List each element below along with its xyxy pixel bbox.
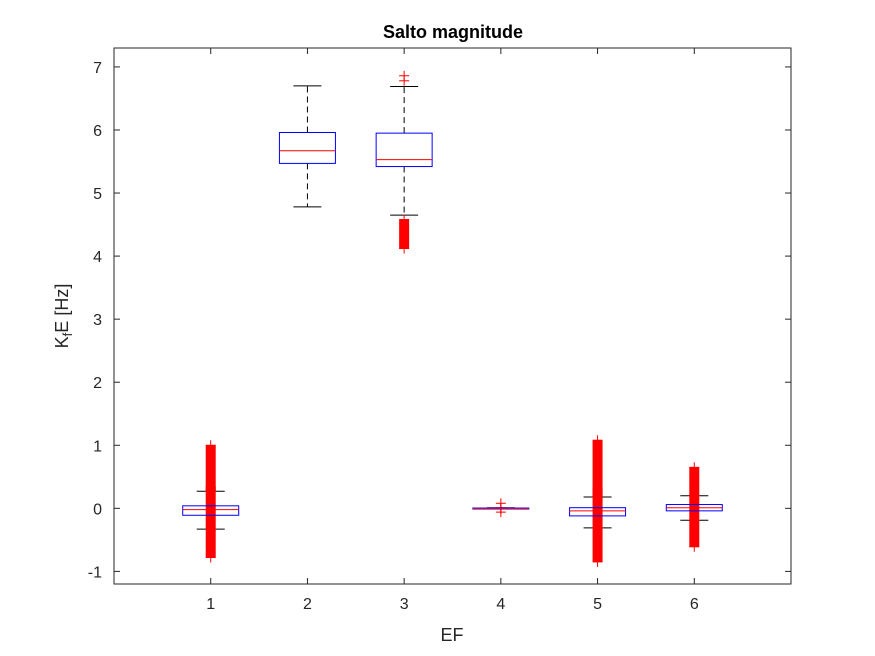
- y-tick-label: 2: [93, 375, 102, 392]
- box-6: [665, 462, 723, 552]
- x-tick-label: 4: [496, 596, 505, 613]
- y-axis-label-main: K: [52, 336, 72, 348]
- x-tick-label: 1: [206, 596, 215, 613]
- chart-title: Salto magnitude: [383, 22, 523, 42]
- outlier-cluster: [689, 495, 700, 547]
- y-axis: -1 0 1 2 3 4 5 6 7: [88, 60, 791, 581]
- y-tick-label: 1: [93, 438, 102, 455]
- x-tick-label: 3: [400, 596, 409, 613]
- x-axis: 1 2 3 4 5 6: [206, 48, 699, 613]
- y-axis-label-subscript: f: [60, 332, 75, 336]
- x-axis-label: EF: [440, 625, 463, 645]
- outlier-cluster: [592, 440, 603, 497]
- y-tick-label: 5: [93, 186, 102, 203]
- y-axis-label: KfE [Hz]: [52, 284, 75, 349]
- iqr-box: [278, 131, 336, 164]
- box-5: [569, 435, 627, 567]
- outlier-cluster: [205, 486, 216, 558]
- box-2: [278, 85, 336, 208]
- iqr-box: [182, 505, 240, 516]
- x-tick-label: 6: [690, 596, 699, 613]
- y-tick-label: 0: [93, 501, 102, 518]
- outlier-cluster: [205, 445, 216, 491]
- iqr-box: [375, 132, 433, 168]
- y-tick-label: 3: [93, 312, 102, 329]
- outlier-cluster: [399, 219, 410, 249]
- box-1: [182, 440, 240, 563]
- plot-frame: [113, 47, 792, 585]
- x-tick-label: 5: [593, 596, 602, 613]
- outlier-cluster: [689, 467, 700, 496]
- outlier-cluster: [592, 488, 603, 562]
- iqr-box: [569, 507, 627, 517]
- x-tick-label: 2: [303, 596, 312, 613]
- y-tick-label: 6: [93, 123, 102, 140]
- y-tick-label: 7: [93, 60, 102, 77]
- box-4: [472, 498, 530, 518]
- y-axis-label-rest: E [Hz]: [52, 284, 72, 333]
- y-tick-label: 4: [93, 249, 102, 266]
- box-group: [182, 70, 723, 567]
- y-tick-label: -1: [88, 564, 102, 581]
- box-3: [375, 70, 433, 254]
